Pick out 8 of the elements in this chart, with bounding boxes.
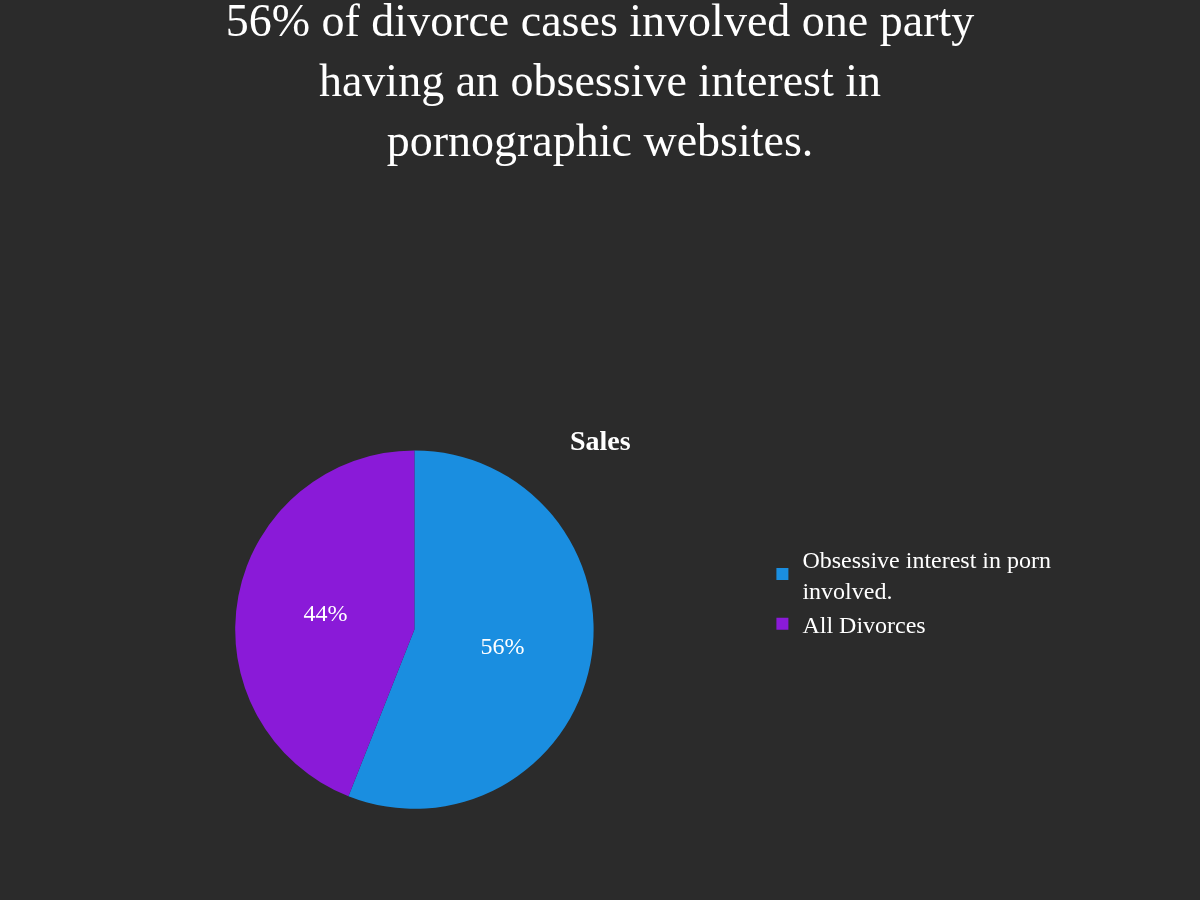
pie-slice [235, 450, 415, 797]
pie-slice [348, 450, 594, 809]
data-label: 44% [303, 599, 348, 626]
chart-title: 56% of divorce cases involved one party having an obsessive interest in pornographic websites. [225, 0, 975, 166]
data-label: 56% [480, 633, 525, 660]
legend-label: Obsessive interest in porn involved. [802, 546, 1052, 604]
legend-label: All Divorces [802, 612, 926, 639]
chart-subtitle: Sales [570, 425, 631, 456]
